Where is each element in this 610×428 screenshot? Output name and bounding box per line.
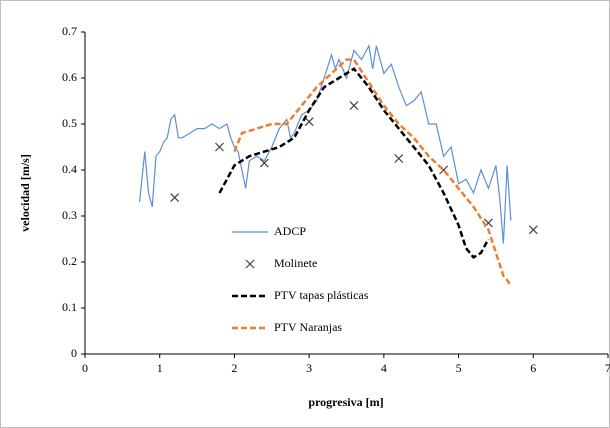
y-tick-label: 0 [71, 346, 77, 360]
legend-label: Molinete [274, 256, 317, 270]
x-tick-label: 2 [231, 361, 237, 375]
marker [394, 154, 404, 163]
y-axis-label: velocidad [m/s] [18, 154, 32, 232]
legend-label: PTV Naranjas [274, 320, 342, 334]
x-tick-label: 5 [456, 361, 462, 375]
y-tick-label: 0.1 [62, 300, 77, 314]
y-tick-label: 0.4 [62, 162, 77, 176]
x-tick-label: 4 [381, 361, 387, 375]
marker [245, 259, 255, 269]
y-tick-label: 0.6 [62, 70, 77, 84]
series-line [218, 67, 490, 260]
series-line [233, 58, 512, 286]
series-line [138, 43, 512, 244]
y-tick-label: 0.5 [62, 116, 77, 130]
marker [215, 142, 224, 152]
legend-label: ADCP [274, 224, 306, 238]
y-tick-label: 0.2 [62, 254, 77, 268]
marker [304, 117, 314, 127]
x-axis-label: progresiva [m] [308, 395, 383, 409]
marker [259, 158, 269, 168]
x-tick-label: 0 [82, 361, 88, 375]
x-tick-label: 7 [605, 361, 610, 375]
legend-label: PTV tapas plásticas [274, 288, 369, 302]
x-tick-label: 1 [157, 361, 163, 375]
marker [528, 225, 538, 235]
x-tick-label: 3 [306, 361, 312, 375]
marker [170, 193, 180, 203]
y-tick-label: 0.7 [62, 24, 77, 38]
marker [349, 101, 359, 111]
x-tick-label: 6 [530, 361, 536, 375]
y-tick-label: 0.3 [62, 208, 77, 222]
